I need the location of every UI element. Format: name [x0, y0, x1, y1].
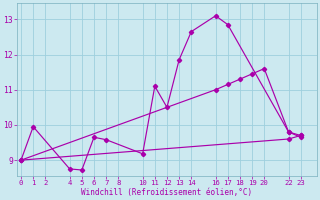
X-axis label: Windchill (Refroidissement éolien,°C): Windchill (Refroidissement éolien,°C): [81, 188, 252, 197]
